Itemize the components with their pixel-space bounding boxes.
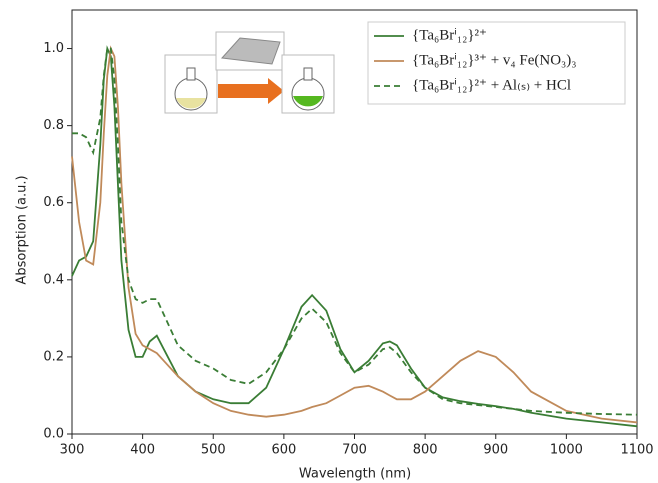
x-tick-label: 800 bbox=[413, 443, 438, 458]
legend-label: {Ta₆Brⁱ₁₂}³⁺ + v₄ Fe(NO₃)₃ bbox=[412, 52, 577, 68]
series-line bbox=[71, 45, 638, 428]
y-tick-label: 0.6 bbox=[43, 195, 64, 210]
series-line bbox=[72, 47, 638, 416]
x-tick-label: 500 bbox=[201, 443, 226, 458]
x-tick-label: 600 bbox=[271, 443, 296, 458]
legend-label: {Ta₆Brⁱ₁₂}²⁺ + Al₍ₛ₎ + HCl bbox=[412, 77, 571, 93]
x-tick-label: 300 bbox=[60, 443, 85, 458]
y-tick-label: 0.4 bbox=[43, 272, 64, 287]
x-tick-label: 900 bbox=[483, 443, 508, 458]
y-tick-label: 0.8 bbox=[43, 118, 64, 133]
inset-illustration bbox=[164, 31, 335, 114]
y-tick-label: 1.0 bbox=[43, 41, 64, 56]
y-tick-label: 0.2 bbox=[43, 349, 64, 364]
x-tick-label: 400 bbox=[130, 443, 155, 458]
x-tick-label: 1100 bbox=[620, 443, 653, 458]
x-axis-label: Wavelength (nm) bbox=[299, 467, 411, 482]
series-line bbox=[71, 45, 638, 424]
x-tick-label: 700 bbox=[342, 443, 367, 458]
y-tick-label: 0.0 bbox=[43, 427, 64, 442]
legend-box bbox=[367, 21, 626, 105]
y-axis-label: Absorption (a.u.) bbox=[15, 175, 30, 284]
legend-label: {Ta₆Brⁱ₁₂}²⁺ bbox=[412, 27, 487, 43]
x-tick-label: 1000 bbox=[550, 443, 583, 458]
